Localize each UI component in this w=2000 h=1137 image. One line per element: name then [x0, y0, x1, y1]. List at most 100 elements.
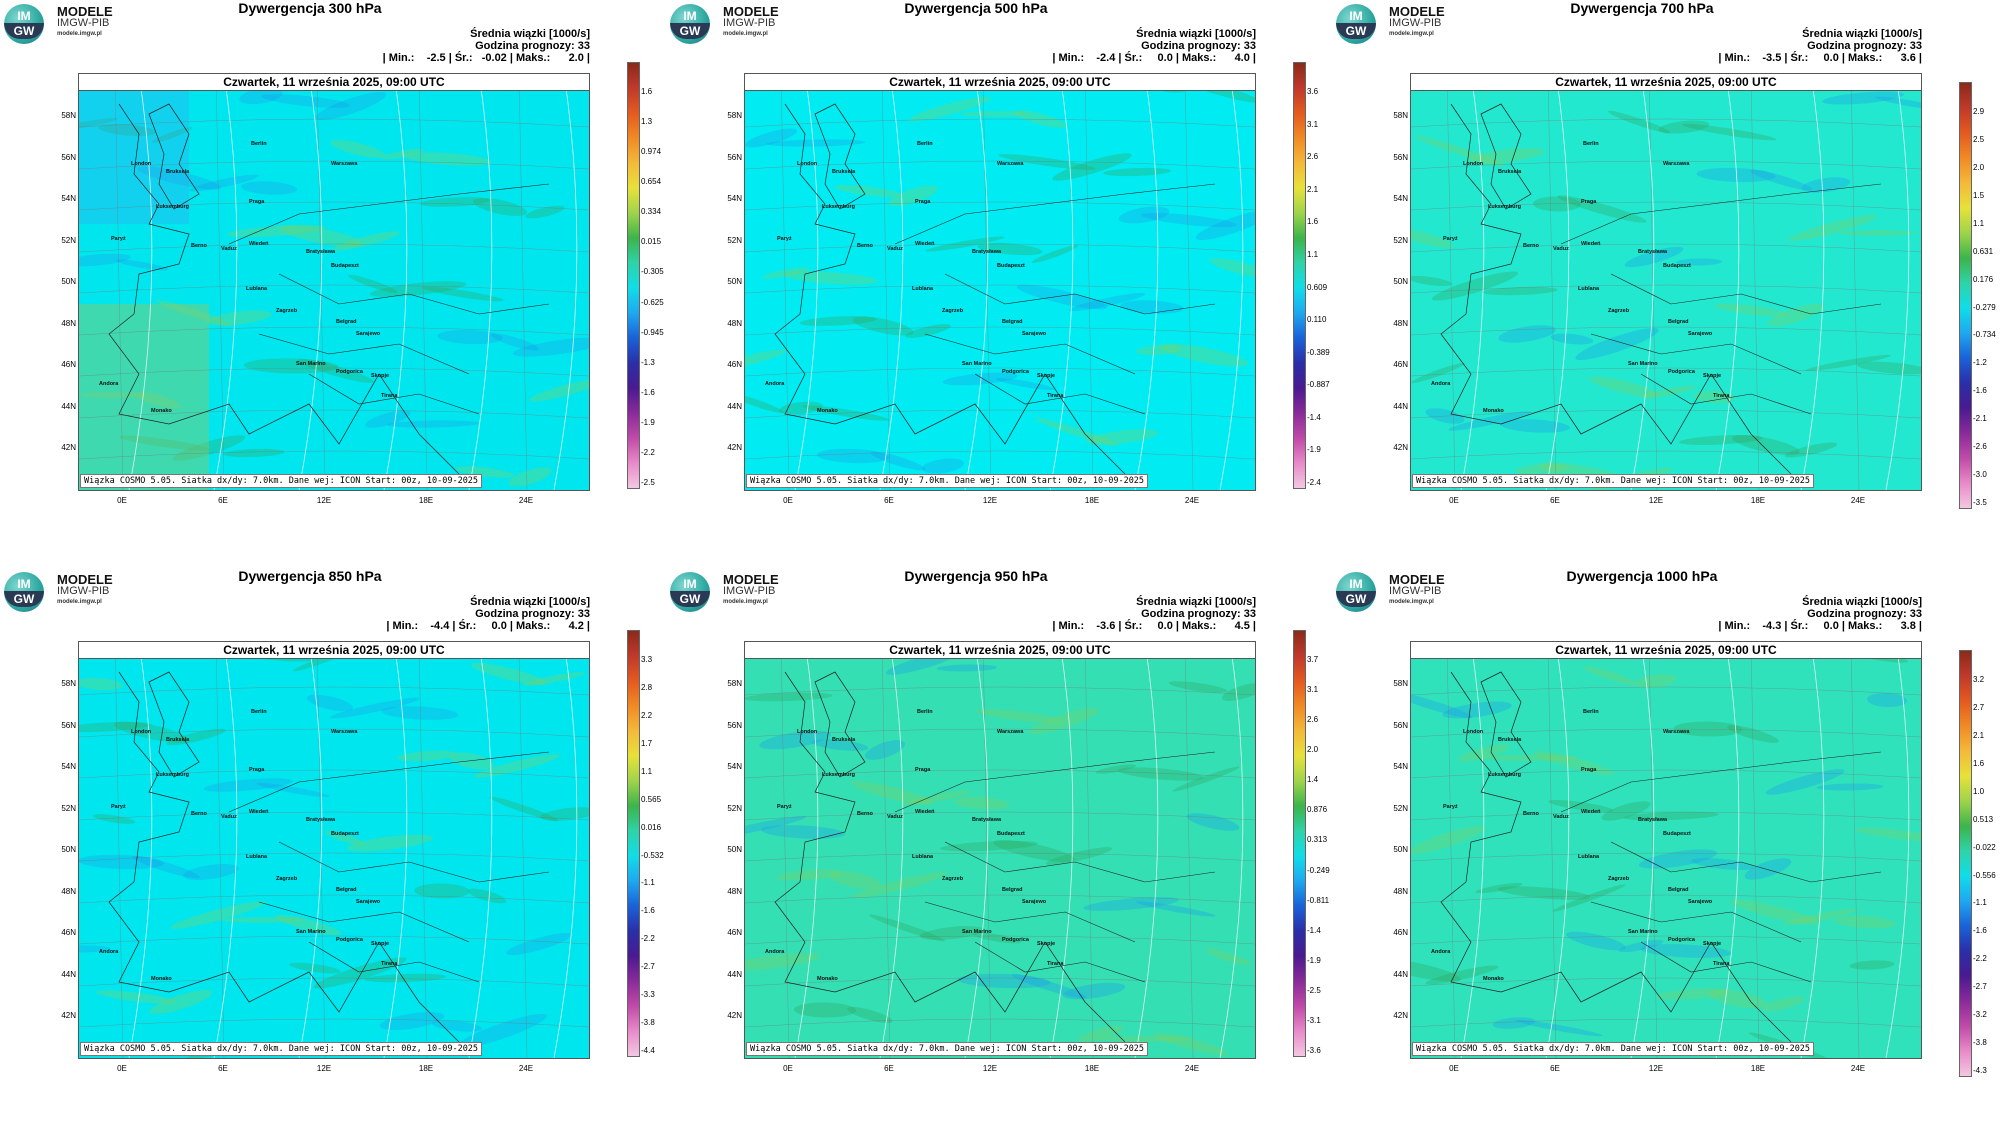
city-label: Luksemburg [156, 772, 190, 778]
lat-tick-label: 46N [727, 928, 742, 937]
logo-subtitle: IMGW-PIB [723, 585, 776, 597]
city-label: Sarajewo [356, 899, 381, 905]
stats-title: Średnia wiązki [1000/s] [1802, 596, 1922, 608]
city-label: Zagrzeb [942, 308, 964, 314]
city-label: Lublana [246, 854, 268, 860]
city-label: Bratysława [972, 249, 1002, 255]
city-label: Zagrzeb [276, 308, 298, 314]
colorbar-label: 1.0 [1973, 786, 1985, 796]
logo-mark-top: IM [683, 577, 697, 591]
colorbar-label: 0.974 [641, 147, 662, 157]
lon-tick-label: 24E [518, 496, 534, 505]
city-label: Monako [817, 408, 838, 414]
city-label: Andora [99, 381, 119, 387]
lon-tick-label: 6E [218, 1064, 228, 1073]
lon-tick-label: 12E [1648, 1064, 1664, 1073]
lat-tick-label: 42N [727, 443, 742, 452]
colorbar-label: -2.2 [1973, 954, 1987, 964]
lat-tick-label: 48N [727, 887, 742, 896]
colorbar-label: 1.1 [1307, 249, 1319, 259]
colorbar-label: -2.6 [1973, 442, 1987, 452]
colorbar-label: 1.6 [641, 87, 653, 96]
colorbar-label: -0.305 [641, 267, 664, 277]
city-label: Warszawa [1663, 729, 1690, 735]
colorbar-label: -1.1 [1973, 898, 1987, 908]
colorbar-label: -1.9 [1307, 445, 1321, 455]
logo-title: MODELE [1389, 4, 1445, 19]
model-footer: Wiązka COSMO 5.05. Siatka dx/dy: 7.0km. … [746, 1042, 1149, 1056]
logo-mark-top: IM [17, 9, 31, 23]
city-label: Monako [151, 408, 172, 414]
colorbar-label: -0.556 [1973, 870, 1996, 880]
logo-mark-icon: IM GW [1336, 572, 1376, 612]
city-label: Skopje [1703, 373, 1722, 379]
colorbar-label: -3.3 [641, 990, 655, 1000]
city-label: Berlin [251, 141, 267, 147]
panel-title: Dywergencja 700 hPa [1570, 0, 1714, 16]
lat-tick-label: 48N [61, 887, 76, 896]
colorbar-label: 1.1 [641, 766, 653, 776]
lat-tick-label: 44N [61, 402, 76, 411]
stats-values: | Min.: -4.4 | Śr.: 0.0 | Maks.: 4.2 | [386, 620, 590, 632]
lat-tick-label: 54N [727, 762, 742, 771]
city-label: Bruksela [1498, 737, 1522, 743]
city-label: Luksemburg [822, 204, 856, 210]
colorbar-label: -1.6 [641, 906, 655, 916]
logo-mark-top: IM [1349, 577, 1363, 591]
city-label: Paryż [111, 804, 126, 810]
city-label: Budapeszt [1663, 263, 1691, 269]
lat-tick-label: 46N [61, 360, 76, 369]
city-label: Bratysława [1638, 817, 1668, 823]
colorbar-label: 2.2 [641, 710, 653, 720]
divergence-map: London Bruksela Luksemburg Paryż Berno Vaduz W… [78, 73, 590, 491]
city-label: Warszawa [997, 161, 1024, 167]
logo-title: MODELE [57, 572, 113, 587]
city-label: Lublana [912, 854, 934, 860]
city-label: Bratysława [1638, 249, 1668, 255]
colorbar-label: 3.1 [1307, 119, 1319, 129]
city-label: Warszawa [331, 729, 358, 735]
colorbar-label: -0.811 [1307, 895, 1330, 905]
lat-tick-label: 52N [1393, 804, 1408, 813]
colorbar-label: -1.3 [641, 357, 655, 367]
stats-title: Średnia wiązki [1000/s] [1802, 28, 1922, 40]
colorbar-label: 1.5 [1973, 190, 1985, 200]
lat-tick-label: 52N [727, 236, 742, 245]
stats-title: Średnia wiązki [1000/s] [1136, 28, 1256, 40]
city-label: Sarajewo [1688, 331, 1713, 337]
lat-tick-label: 54N [727, 194, 742, 203]
city-label: Bratysława [306, 817, 336, 823]
lat-tick-label: 46N [1393, 360, 1408, 369]
city-label: Belgrad [336, 319, 357, 325]
colorbar-label: -2.5 [641, 478, 655, 487]
city-label: Berlin [1583, 709, 1599, 715]
city-label: Zagrzeb [1608, 876, 1630, 882]
colorbar-label: 1.6 [1973, 758, 1985, 768]
lon-tick-label: 24E [518, 1064, 534, 1073]
city-label: Skopje [1037, 941, 1056, 947]
lat-tick-label: 54N [1393, 194, 1408, 203]
colorbar [1959, 82, 1972, 509]
logo-subtitle: IMGW-PIB [57, 17, 110, 29]
colorbar-label: 0.015 [641, 237, 662, 247]
lon-tick-label: 6E [1550, 496, 1560, 505]
city-label: Berno [1523, 811, 1539, 817]
colorbar-label: 0.565 [641, 794, 662, 804]
logo-mark-icon: IM GW [4, 572, 44, 612]
city-label: Monako [1483, 976, 1504, 982]
divergence-map: London Bruksela Luksemburg Paryż Berno Vaduz W… [1410, 73, 1922, 491]
city-label: Lublana [912, 286, 934, 292]
lat-tick-label: 50N [727, 277, 742, 286]
city-label: Berno [857, 243, 873, 249]
colorbar-label: -4.3 [1973, 1066, 1987, 1075]
city-label: Berno [191, 243, 207, 249]
forecast-hour: Godzina prognozy: 33 [1141, 608, 1256, 620]
colorbar-label: 0.334 [641, 207, 662, 217]
city-label: Andora [765, 381, 785, 387]
lon-tick-label: 0E [783, 1064, 793, 1073]
colorbar-label: -0.532 [641, 850, 664, 860]
colorbar-label: 3.7 [1307, 655, 1319, 664]
colorbar-label: -0.734 [1973, 330, 1996, 340]
lat-tick-label: 44N [727, 402, 742, 411]
city-label: Warszawa [1663, 161, 1690, 167]
